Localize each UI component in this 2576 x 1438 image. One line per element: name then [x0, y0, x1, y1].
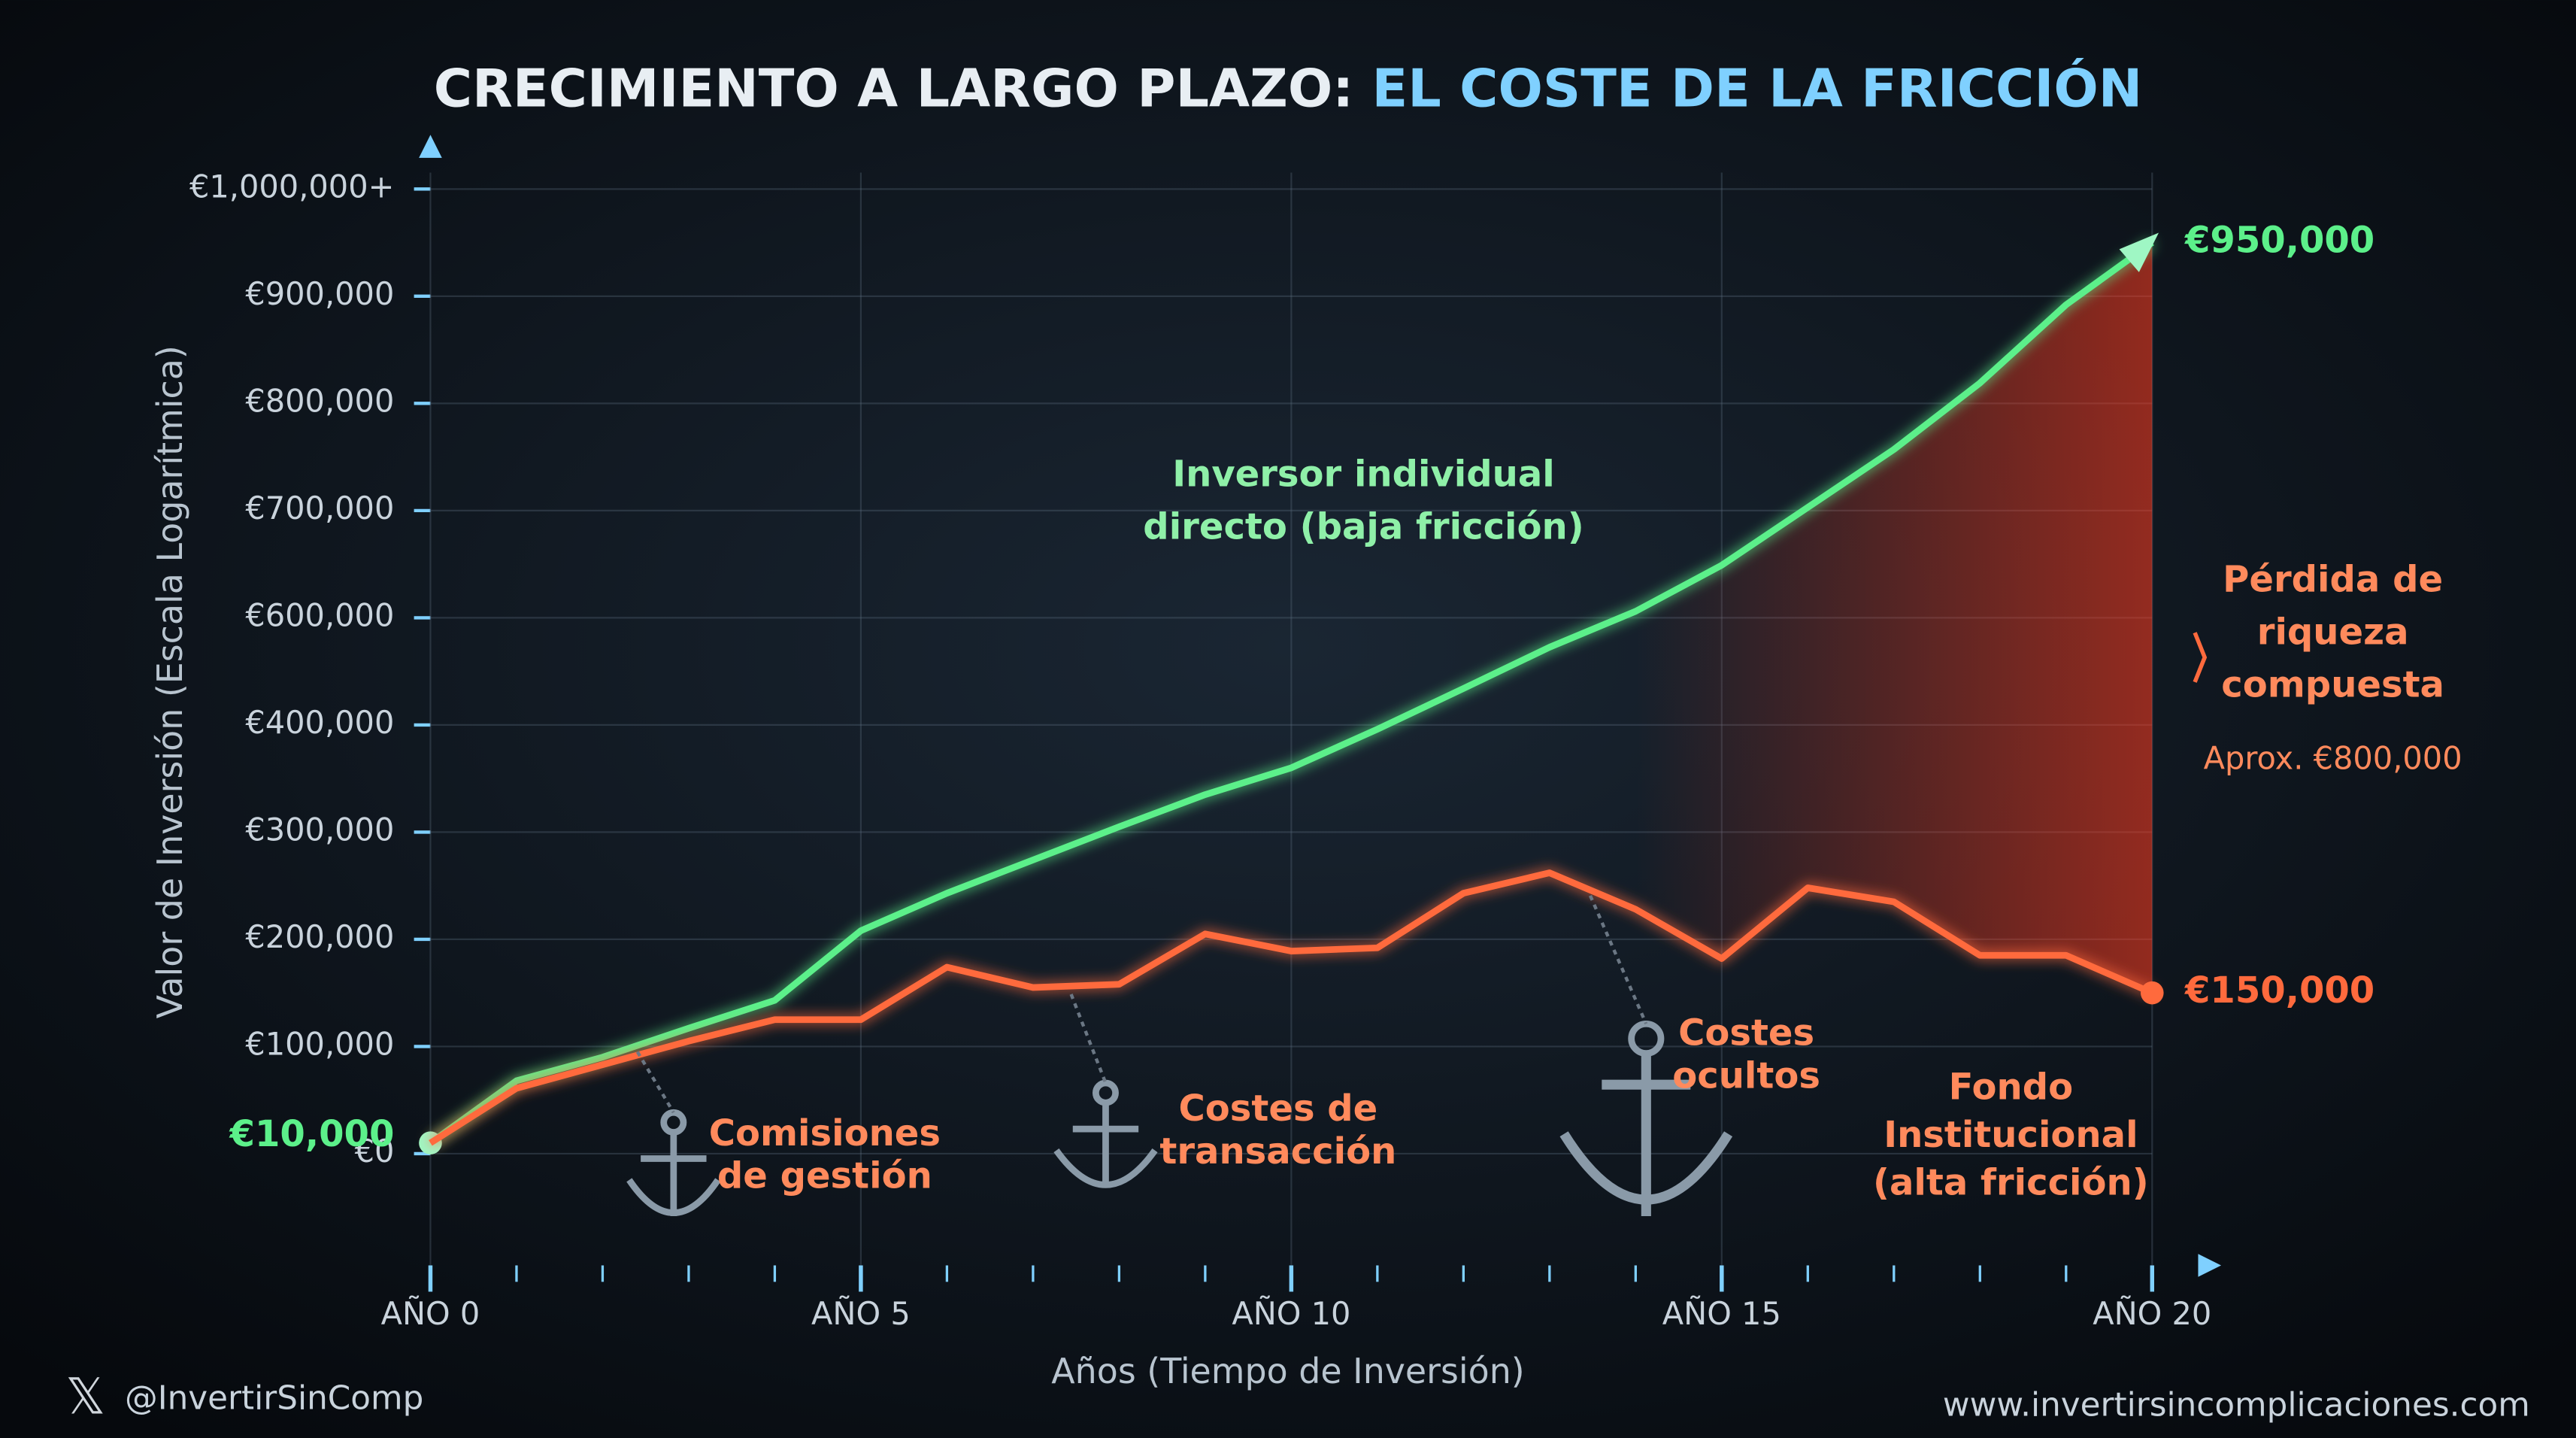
loss-brace: [2193, 632, 2208, 683]
y-tick-label: €400,000: [245, 704, 394, 741]
annotation: Costes de: [1179, 1088, 1378, 1130]
y-axis-title: Valor de Inversión (Escala Logarítmica): [150, 345, 190, 1018]
x-logo: 𝕏: [65, 1369, 105, 1426]
annotation: Pérdida de: [2223, 559, 2443, 601]
anchor-icon: [1559, 1051, 1733, 1216]
loss-shade: [1635, 242, 2153, 994]
end-label: €950,000: [2184, 220, 2374, 262]
annotation: Inversor individual: [1172, 454, 1555, 496]
chart-title: CRECIMIENTO A LARGO PLAZO: EL COSTE DE L…: [434, 57, 2143, 119]
y-tick-label: €100,000: [245, 1025, 394, 1062]
anchors: [626, 1020, 1733, 1216]
annotation: Comisiones: [709, 1112, 941, 1154]
x-tick-label: AÑO 10: [1232, 1295, 1350, 1332]
y-tick-label: €1,000,000+: [189, 168, 394, 205]
loss-amount: Aprox. €800,000: [2204, 740, 2462, 777]
shade-layer: [1635, 242, 2153, 994]
y-tick-label: €300,000: [245, 811, 394, 848]
annotation: de gestión: [717, 1155, 932, 1197]
chain: [1069, 994, 1108, 1084]
y-tick-label: €200,000: [245, 918, 394, 955]
x-tick-label: AÑO 20: [2093, 1295, 2211, 1332]
y-tick-label: €900,000: [245, 275, 394, 312]
series-line: [429, 869, 2154, 1146]
annotation: Costes: [1678, 1012, 1814, 1054]
x-tick-label: AÑO 5: [811, 1295, 911, 1332]
series-line: [428, 240, 2154, 1146]
chains: [635, 895, 1648, 1114]
title-main: CRECIMIENTO A LARGO PLAZO:: [434, 58, 1353, 119]
start-label: €10,000: [229, 1113, 395, 1155]
end-label: €150,000: [2184, 969, 2374, 1012]
x-axis-arrow: [2198, 1254, 2222, 1277]
marks: €950,000 €10,000 €150,000: [229, 220, 2375, 1155]
x-axis-title: Años (Tiempo de Inversión): [1051, 1351, 1524, 1391]
chain: [635, 1051, 675, 1114]
annotations: Inversor individual directo (baja fricció…: [709, 454, 2462, 1204]
y-tick-label: €800,000: [245, 382, 394, 419]
footer-handle: @InvertirSinComp: [125, 1379, 423, 1418]
title-highlight: EL COSTE DE LA FRICCIÓN: [1372, 57, 2143, 119]
y-tick-label: €0: [355, 1133, 395, 1170]
annotation: riqueza: [2257, 611, 2409, 653]
anchor-icon: [1053, 1104, 1158, 1188]
annotation: transacción: [1159, 1130, 1396, 1173]
y-tick-label: €600,000: [245, 596, 394, 633]
annotation: (alta fricción): [1873, 1161, 2149, 1203]
end-point: [2140, 981, 2164, 1005]
footer-website: www.invertirsincomplicaciones.com: [1943, 1385, 2530, 1424]
x-tick-label: AÑO 0: [381, 1295, 480, 1332]
annotation: compuesta: [2221, 663, 2444, 705]
growth-arrow-head: [2119, 232, 2159, 272]
y-axis-arrow: [419, 135, 442, 158]
anchor-icon: [626, 1133, 721, 1216]
x-tick-label: AÑO 15: [1662, 1295, 1781, 1332]
anchor-ring: [1092, 1079, 1119, 1106]
annotation: Institucional: [1884, 1114, 2138, 1156]
chain: [1589, 895, 1648, 1025]
annotation: ocultos: [1672, 1054, 1820, 1097]
annotation: Fondo: [1949, 1066, 2074, 1109]
annotation: directo (baja fricción): [1143, 506, 1583, 548]
y-tick-label: €700,000: [245, 490, 394, 526]
